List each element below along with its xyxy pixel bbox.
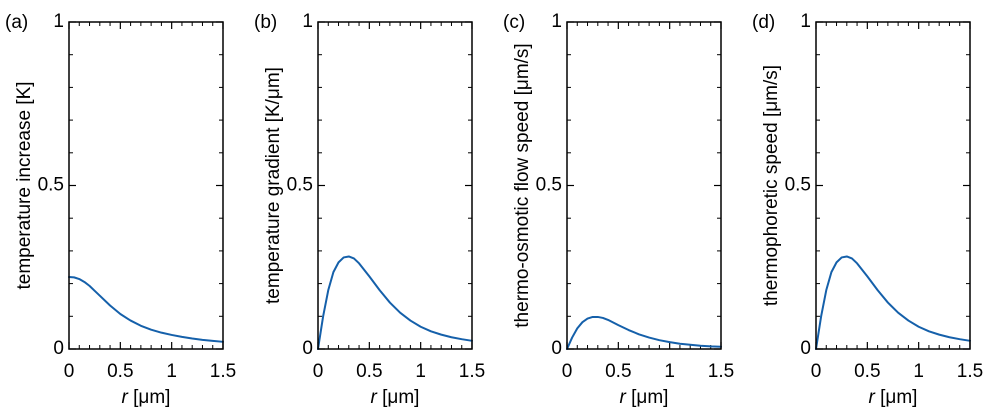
data-line bbox=[566, 315, 722, 350]
y-axis-label: temperature gradient [K/μm] bbox=[263, 67, 284, 304]
x-minor-ticks bbox=[576, 22, 712, 349]
x-minor-ticks bbox=[78, 22, 214, 349]
panel-d: 0 0.5 1 0 0.5 1 1.5 (d) thermophoretic speed [μm… bbox=[752, 11, 983, 408]
x-axis-unit: [μm] bbox=[626, 387, 669, 408]
y-tick-label: 0 bbox=[800, 338, 811, 359]
panel-label: (d) bbox=[752, 12, 775, 33]
panel-label: (c) bbox=[503, 12, 525, 33]
y-minor-ticks bbox=[567, 54, 721, 317]
x-minor-ticks bbox=[825, 22, 961, 349]
panel-a: 0 0.5 1 0 0.5 1 1.5 (a) temperature increase [K]… bbox=[5, 11, 236, 408]
y-tick-label: 0 bbox=[53, 338, 64, 359]
x-tick-label: 1.5 bbox=[957, 361, 983, 382]
y-axis-label: thermo-osmotic flow speed [μm/s] bbox=[512, 43, 533, 327]
x-axis-label: r [μm] bbox=[371, 387, 420, 408]
y-axis-label: temperature increase [K] bbox=[14, 81, 35, 289]
y-tick-label: 0.5 bbox=[287, 175, 313, 196]
panel-label: (a) bbox=[5, 12, 28, 33]
x-tick-label: 1.5 bbox=[210, 361, 236, 382]
x-tick-label: 1 bbox=[166, 361, 177, 382]
y-tick-label: 0 bbox=[302, 338, 313, 359]
x-tick-label: 1.5 bbox=[708, 361, 734, 382]
x-axis-unit: [μm] bbox=[128, 387, 171, 408]
x-tick-label: 0 bbox=[64, 361, 75, 382]
panel-c: 0 0.5 1 0 0.5 1 1.5 (c) thermo-osmotic flow spee… bbox=[503, 11, 734, 408]
plot-frame bbox=[317, 21, 473, 350]
x-tick-label: 1.5 bbox=[459, 361, 485, 382]
x-tick-label: 0.5 bbox=[605, 361, 631, 382]
y-minor-ticks bbox=[69, 54, 223, 317]
data-line bbox=[68, 276, 224, 343]
y-tick-label: 1 bbox=[551, 11, 562, 32]
plot-frame bbox=[815, 21, 971, 350]
x-axis-variable: r bbox=[371, 387, 378, 408]
x-axis-unit: [μm] bbox=[875, 387, 918, 408]
data-line bbox=[815, 255, 971, 350]
y-tick-label: 0.5 bbox=[536, 175, 562, 196]
x-axis-label: r [μm] bbox=[620, 387, 669, 408]
panel-b: 0 0.5 1 0 0.5 1 1.5 (b) temperature gradient [K/… bbox=[254, 11, 485, 408]
x-tick-label: 0.5 bbox=[107, 361, 133, 382]
x-tick-label: 0 bbox=[313, 361, 324, 382]
y-minor-ticks bbox=[816, 54, 970, 317]
x-tick-label: 1 bbox=[913, 361, 924, 382]
x-axis-unit: [μm] bbox=[377, 387, 420, 408]
y-tick-label: 0.5 bbox=[38, 175, 64, 196]
x-tick-label: 0.5 bbox=[356, 361, 382, 382]
y-minor-ticks bbox=[318, 54, 472, 317]
x-axis-label: r [μm] bbox=[122, 387, 171, 408]
x-axis-variable: r bbox=[620, 387, 627, 408]
x-tick-label: 1 bbox=[664, 361, 675, 382]
data-line bbox=[317, 255, 473, 350]
x-tick-label: 1 bbox=[415, 361, 426, 382]
x-tick-label: 0.5 bbox=[854, 361, 880, 382]
plot-frame bbox=[566, 21, 722, 350]
y-axis-label: thermophoretic speed [μm/s] bbox=[761, 65, 782, 306]
y-tick-label: 1 bbox=[302, 11, 313, 32]
y-tick-label: 1 bbox=[53, 11, 64, 32]
x-axis-variable: r bbox=[122, 387, 129, 408]
panel-label: (b) bbox=[254, 12, 277, 33]
x-tick-label: 0 bbox=[811, 361, 822, 382]
plot-frame bbox=[68, 21, 224, 350]
x-axis-label: r [μm] bbox=[869, 387, 918, 408]
y-tick-label: 0 bbox=[551, 338, 562, 359]
y-tick-label: 1 bbox=[800, 11, 811, 32]
x-tick-label: 0 bbox=[562, 361, 573, 382]
x-minor-ticks bbox=[327, 22, 463, 349]
x-axis-variable: r bbox=[869, 387, 876, 408]
y-tick-label: 0.5 bbox=[785, 175, 811, 196]
